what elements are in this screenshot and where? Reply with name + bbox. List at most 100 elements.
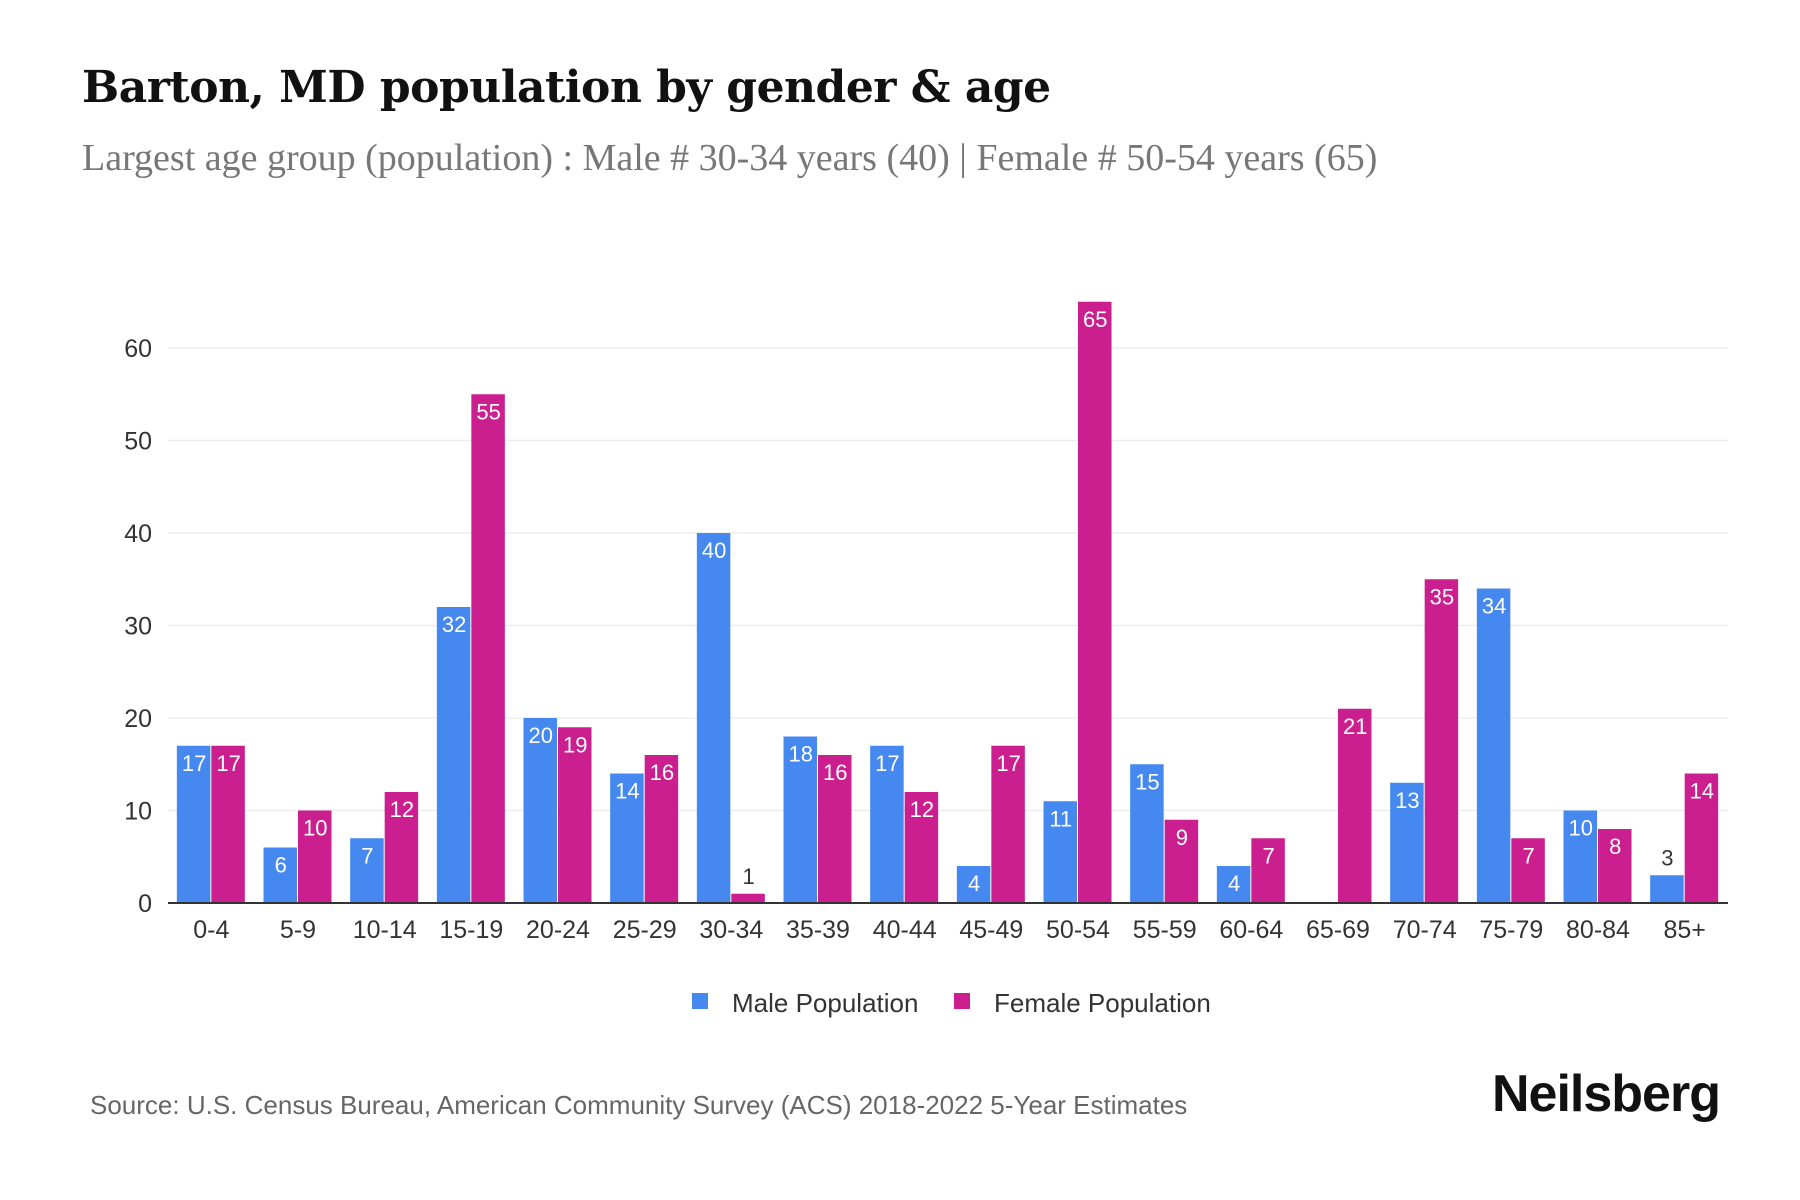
male-bar	[350, 838, 384, 903]
male-data-label: 3	[1661, 845, 1673, 870]
male-data-label: 18	[789, 742, 813, 767]
female-data-label: 19	[563, 732, 587, 757]
male-bar	[1130, 764, 1164, 903]
source-note: Source: U.S. Census Bureau, American Com…	[90, 1090, 1188, 1120]
female-data-label: 17	[216, 751, 240, 776]
male-bar	[610, 773, 644, 903]
female-bar	[904, 792, 939, 903]
male-bar	[176, 745, 211, 903]
female-data-label: 65	[1083, 307, 1107, 332]
y-tick-label: 50	[124, 428, 152, 456]
male-bar	[1650, 875, 1684, 903]
female-data-label: 17	[996, 751, 1020, 776]
male-data-label: 13	[1395, 788, 1419, 813]
male-bar	[783, 736, 817, 903]
male-bar	[1043, 801, 1077, 903]
female-bar	[991, 745, 1025, 903]
x-tick-label: 5-9	[280, 916, 316, 944]
female-bar	[298, 810, 332, 903]
female-bar	[558, 727, 592, 903]
female-data-label: 12	[390, 797, 414, 822]
female-data-label: 55	[476, 399, 500, 424]
x-tick-label: 50-54	[1046, 916, 1110, 944]
female-data-label: 9	[1176, 825, 1188, 850]
male-data-label: 4	[968, 871, 980, 896]
male-data-label: 17	[875, 751, 899, 776]
y-tick-label: 40	[124, 520, 152, 548]
x-tick-label: 0-4	[193, 916, 229, 944]
female-data-label: 8	[1609, 834, 1621, 859]
male-bar	[1390, 782, 1424, 903]
female-bar	[1684, 773, 1719, 903]
y-tick-label: 0	[138, 890, 152, 918]
female-bar	[1164, 819, 1199, 903]
x-tick-label: 85+	[1663, 916, 1705, 944]
x-tick-label: 75-79	[1479, 916, 1543, 944]
x-tick-label: 35-39	[786, 916, 850, 944]
female-data-label: 12	[910, 797, 934, 822]
female-data-label: 10	[303, 816, 327, 841]
female-bar	[731, 893, 765, 903]
y-tick-label: 20	[124, 705, 152, 733]
female-data-label: 7	[1262, 843, 1274, 868]
x-tick-label: 65-69	[1306, 916, 1370, 944]
legend-label: Male Population	[732, 988, 918, 1018]
female-bar	[1251, 838, 1285, 903]
female-bar	[1424, 579, 1459, 903]
x-tick-label: 55-59	[1133, 916, 1197, 944]
male-bar	[1563, 810, 1597, 903]
legend-swatch	[954, 993, 970, 1009]
legend-label: Female Population	[994, 988, 1211, 1018]
male-data-label: 32	[442, 612, 466, 637]
x-tick-label: 70-74	[1393, 916, 1457, 944]
male-data-label: 7	[361, 843, 373, 868]
neilsberg-logo: Neilsberg	[1492, 1065, 1721, 1123]
male-data-label: 17	[182, 751, 206, 776]
male-bar	[1476, 588, 1511, 903]
x-tick-label: 60-64	[1219, 916, 1283, 944]
x-tick-label: 15-19	[439, 916, 503, 944]
x-tick-label: 30-34	[699, 916, 763, 944]
male-bar	[870, 745, 904, 903]
x-tick-label: 80-84	[1566, 916, 1630, 944]
male-data-label: 34	[1482, 594, 1506, 619]
female-bar	[1598, 829, 1632, 903]
male-data-label: 15	[1135, 769, 1159, 794]
male-bar	[696, 533, 731, 903]
x-tick-label: 40-44	[873, 916, 937, 944]
chart-subtitle: Largest age group (population) : Male # …	[82, 137, 1378, 179]
female-data-label: 21	[1343, 714, 1367, 739]
male-bar	[436, 607, 471, 903]
female-data-label: 16	[823, 760, 847, 785]
male-data-label: 14	[615, 779, 639, 804]
male-bar	[523, 718, 557, 903]
male-bar	[1216, 866, 1251, 903]
y-tick-label: 10	[124, 798, 152, 826]
male-data-label: 6	[275, 853, 287, 878]
female-data-label: 7	[1522, 843, 1534, 868]
y-tick-label: 60	[124, 335, 152, 363]
female-data-label: 1	[742, 864, 754, 889]
female-bar	[1511, 838, 1545, 903]
female-data-label: 14	[1690, 779, 1714, 804]
male-data-label: 4	[1228, 871, 1240, 896]
female-bar	[1078, 301, 1112, 903]
female-data-label: 16	[650, 760, 674, 785]
x-tick-label: 10-14	[353, 916, 417, 944]
x-tick-label: 25-29	[613, 916, 677, 944]
male-data-label: 40	[702, 538, 726, 563]
female-bar	[1338, 708, 1372, 903]
male-bar	[263, 847, 297, 903]
female-bar	[211, 745, 245, 903]
male-data-label: 11	[1049, 806, 1072, 831]
female-bar	[471, 394, 505, 903]
x-tick-label: 20-24	[526, 916, 590, 944]
female-bar	[384, 792, 419, 903]
male-data-label: 20	[529, 723, 553, 748]
y-tick-label: 30	[124, 613, 152, 641]
male-bar	[956, 866, 991, 903]
legend-swatch	[692, 993, 708, 1009]
female-data-label: 35	[1430, 584, 1454, 609]
chart-title: Barton, MD population by gender & age	[82, 62, 1051, 113]
